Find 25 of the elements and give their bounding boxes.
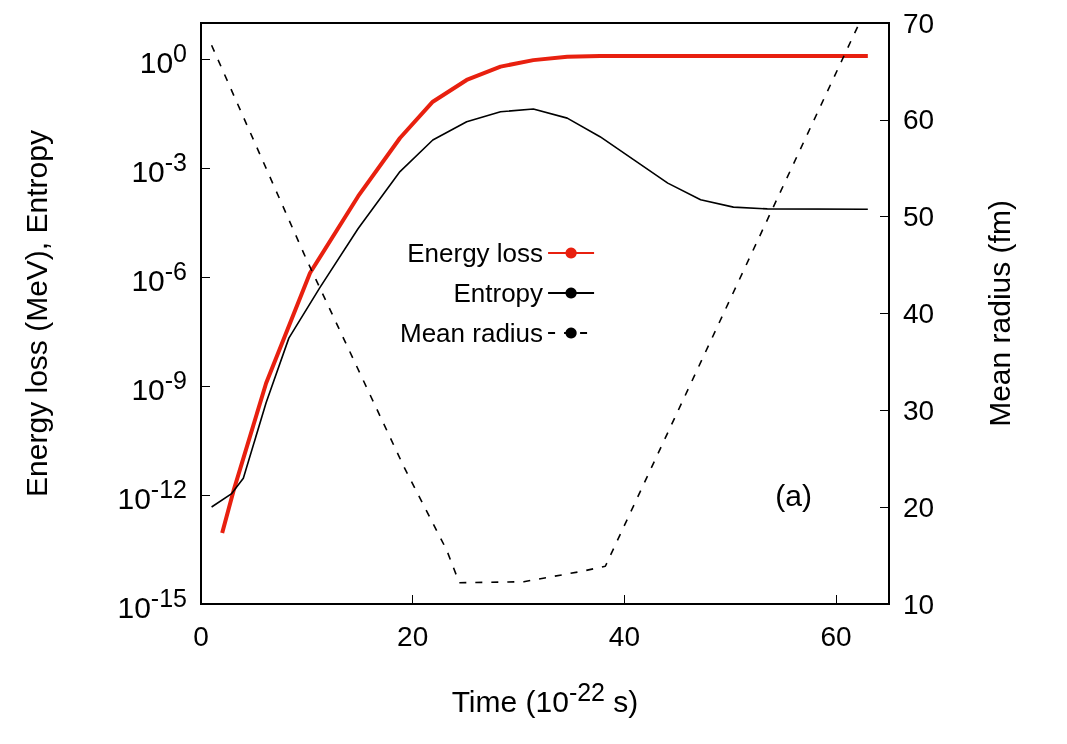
annotation: (a)	[775, 478, 813, 512]
x-tick-label: 0	[193, 620, 209, 652]
y2-tick-label: 10	[903, 588, 935, 620]
y-tick-label: 10$^{-6}$	[131, 257, 187, 298]
y2-axis-title: Mean radius (fm)	[982, 200, 1016, 427]
y-tick-label: 10$^{0}$	[139, 39, 187, 80]
y2-tick-label: 50	[903, 201, 935, 233]
legend-label: Mean radius	[400, 318, 544, 348]
x-tick-label: 20	[397, 620, 429, 652]
y2-tick-label: 70	[903, 7, 935, 39]
legend-label: Energy loss	[407, 238, 544, 268]
y-axis-title: Energy loss (MeV), Entropy	[19, 130, 53, 497]
y-tick-label: 10$^{-9}$	[131, 366, 187, 407]
y-tick-label: 10$^{-3}$	[131, 148, 187, 189]
line-series	[220, 54, 870, 536]
x-tick-label: 60	[820, 620, 852, 652]
y-tick-label: 10$^{-15}$	[117, 584, 187, 624]
x-tick-label: 40	[608, 620, 640, 652]
legend-label: Entropy	[453, 278, 544, 308]
y2-tick-label: 40	[903, 298, 935, 329]
x-axis-title: Time (10$^{-22}$ s)	[450, 678, 640, 718]
y2-tick-label: 30	[903, 394, 935, 426]
y2-tick-label: 20	[903, 491, 935, 523]
y2-tick-label: 60	[903, 104, 935, 136]
y-tick-label: 10$^{-12}$	[117, 475, 187, 516]
